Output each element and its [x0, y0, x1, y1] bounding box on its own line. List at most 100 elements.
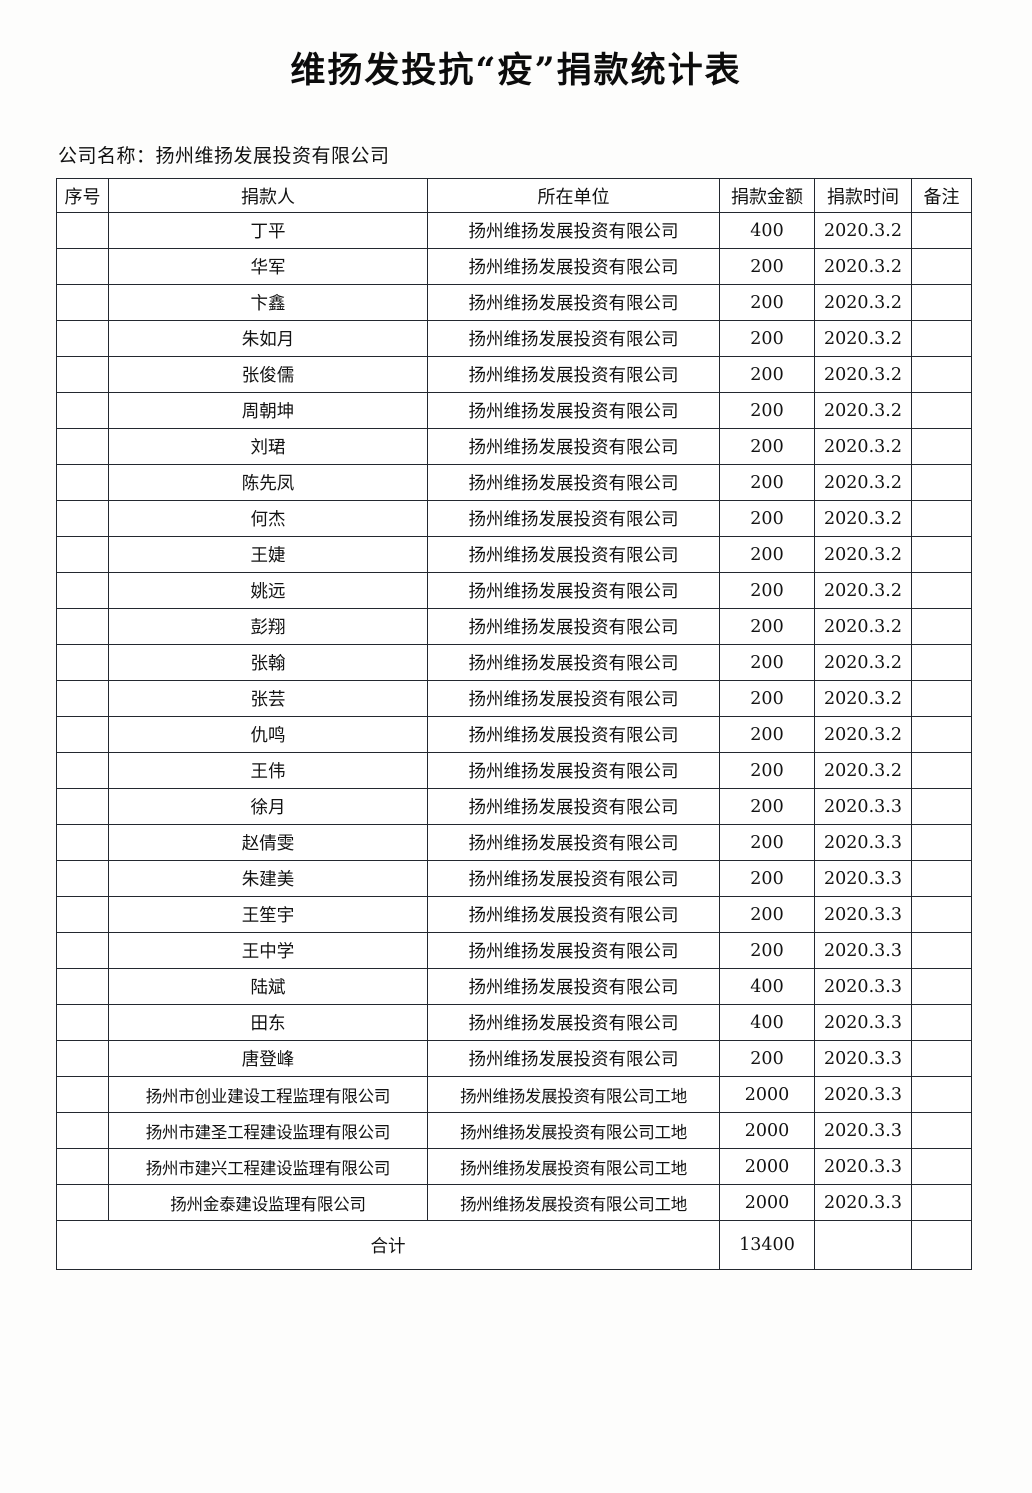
cell-seq [56, 860, 109, 897]
cell-donor: 朱建美 [108, 860, 428, 897]
cell-note [911, 284, 972, 321]
cell-donor: 扬州金泰建设监理有限公司 [108, 1184, 428, 1221]
cell-seq [56, 1004, 109, 1041]
cell-amount: 200 [719, 356, 815, 393]
cell-amount: 200 [719, 680, 815, 717]
cell-unit: 扬州维扬发展投资有限公司 [427, 248, 720, 285]
table-row: 华军 扬州维扬发展投资有限公司 200 2020.3.2 [56, 248, 972, 285]
column-header-note: 备注 [911, 178, 972, 213]
cell-donor: 姚远 [108, 572, 428, 609]
cell-note [911, 752, 972, 789]
cell-donor: 王伟 [108, 752, 428, 789]
cell-unit: 扬州维扬发展投资有限公司 [427, 536, 720, 573]
table-row: 陆斌 扬州维扬发展投资有限公司 400 2020.3.3 [56, 968, 972, 1005]
table-row: 卞鑫 扬州维扬发展投资有限公司 200 2020.3.2 [56, 284, 972, 321]
table-row: 扬州市创业建设工程监理有限公司 扬州维扬发展投资有限公司工地 2000 2020.3.… [56, 1076, 972, 1113]
cell-date: 2020.3.2 [814, 284, 912, 321]
cell-donor: 唐登峰 [108, 1040, 428, 1077]
cell-unit: 扬州维扬发展投资有限公司工地 [427, 1148, 720, 1185]
table-row: 丁平 扬州维扬发展投资有限公司 400 2020.3.2 [56, 212, 972, 249]
table-row: 彭翔 扬州维扬发展投资有限公司 200 2020.3.2 [56, 608, 972, 645]
table-row: 王笙宇 扬州维扬发展投资有限公司 200 2020.3.3 [56, 896, 972, 933]
cell-seq [56, 356, 109, 393]
cell-seq [56, 1184, 109, 1221]
total-date [814, 1220, 912, 1270]
table-row: 何杰 扬州维扬发展投资有限公司 200 2020.3.2 [56, 500, 972, 537]
cell-date: 2020.3.3 [814, 932, 912, 969]
cell-unit: 扬州维扬发展投资有限公司工地 [427, 1112, 720, 1149]
table-row: 王中学 扬州维扬发展投资有限公司 200 2020.3.3 [56, 932, 972, 969]
column-header-amount: 捐款金额 [719, 178, 815, 213]
cell-amount: 200 [719, 608, 815, 645]
column-header-date: 捐款时间 [814, 178, 912, 213]
cell-date: 2020.3.2 [814, 608, 912, 645]
cell-date: 2020.3.3 [814, 1040, 912, 1077]
page-title: 维扬发投抗“疫”捐款统计表 [290, 50, 742, 91]
cell-seq [56, 1040, 109, 1077]
column-header-unit: 所在单位 [427, 178, 720, 213]
cell-date: 2020.3.3 [814, 1148, 912, 1185]
cell-unit: 扬州维扬发展投资有限公司 [427, 356, 720, 393]
cell-donor: 陆斌 [108, 968, 428, 1005]
cell-note [911, 428, 972, 465]
total-label: 合计 [56, 1220, 720, 1270]
cell-donor: 王婕 [108, 536, 428, 573]
cell-amount: 400 [719, 968, 815, 1005]
total-amount: 13400 [719, 1220, 815, 1270]
table-row: 扬州金泰建设监理有限公司 扬州维扬发展投资有限公司工地 2000 2020.3.3 [56, 1184, 972, 1221]
cell-note [911, 1148, 972, 1185]
cell-amount: 200 [719, 284, 815, 321]
cell-donor: 扬州市创业建设工程监理有限公司 [108, 1076, 428, 1113]
cell-seq [56, 1148, 109, 1185]
cell-amount: 2000 [719, 1184, 815, 1221]
cell-amount: 200 [719, 248, 815, 285]
cell-date: 2020.3.2 [814, 536, 912, 573]
cell-unit: 扬州维扬发展投资有限公司 [427, 500, 720, 537]
cell-donor: 张芸 [108, 680, 428, 717]
cell-donor: 卞鑫 [108, 284, 428, 321]
cell-unit: 扬州维扬发展投资有限公司 [427, 932, 720, 969]
cell-date: 2020.3.3 [814, 1004, 912, 1041]
cell-note [911, 680, 972, 717]
cell-seq [56, 608, 109, 645]
cell-note [911, 248, 972, 285]
cell-note [911, 1040, 972, 1077]
cell-donor: 华军 [108, 248, 428, 285]
cell-unit: 扬州维扬发展投资有限公司 [427, 284, 720, 321]
cell-donor: 彭翔 [108, 608, 428, 645]
cell-amount: 200 [719, 644, 815, 681]
cell-donor: 赵倩雯 [108, 824, 428, 861]
cell-seq [56, 500, 109, 537]
cell-seq [56, 212, 109, 249]
cell-amount: 200 [719, 464, 815, 501]
cell-seq [56, 1112, 109, 1149]
table-row: 姚远 扬州维扬发展投资有限公司 200 2020.3.2 [56, 572, 972, 609]
cell-donor: 刘珺 [108, 428, 428, 465]
cell-unit: 扬州维扬发展投资有限公司 [427, 1040, 720, 1077]
cell-donor: 何杰 [108, 500, 428, 537]
cell-unit: 扬州维扬发展投资有限公司 [427, 680, 720, 717]
cell-note [911, 1184, 972, 1221]
table-header-row: 序号 捐款人 所在单位 捐款金额 捐款时间 备注 [56, 178, 972, 213]
cell-note [911, 500, 972, 537]
cell-amount: 200 [719, 860, 815, 897]
cell-note [911, 392, 972, 429]
cell-unit: 扬州维扬发展投资有限公司 [427, 464, 720, 501]
cell-donor: 张翰 [108, 644, 428, 681]
cell-note [911, 608, 972, 645]
cell-date: 2020.3.3 [814, 788, 912, 825]
cell-note [911, 860, 972, 897]
table-row: 扬州市建圣工程建设监理有限公司 扬州维扬发展投资有限公司工地 2000 2020.3.… [56, 1112, 972, 1149]
cell-amount: 200 [719, 788, 815, 825]
cell-unit: 扬州维扬发展投资有限公司 [427, 788, 720, 825]
cell-date: 2020.3.2 [814, 644, 912, 681]
cell-note [911, 932, 972, 969]
cell-unit: 扬州维扬发展投资有限公司 [427, 752, 720, 789]
cell-seq [56, 680, 109, 717]
table-row: 张芸 扬州维扬发展投资有限公司 200 2020.3.2 [56, 680, 972, 717]
cell-date: 2020.3.2 [814, 392, 912, 429]
cell-unit: 扬州维扬发展投资有限公司 [427, 896, 720, 933]
table-row: 刘珺 扬州维扬发展投资有限公司 200 2020.3.2 [56, 428, 972, 465]
cell-date: 2020.3.2 [814, 572, 912, 609]
cell-donor: 仇鸣 [108, 716, 428, 753]
